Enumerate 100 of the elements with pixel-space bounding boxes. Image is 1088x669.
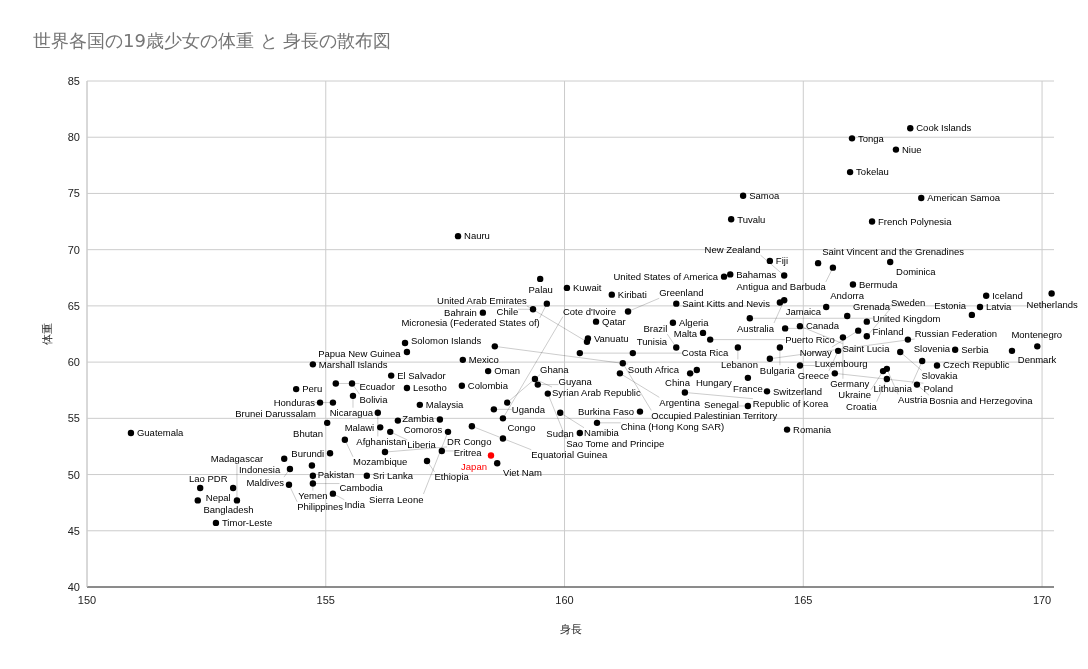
data-label: Russian Federation (914, 327, 998, 339)
data-label: Serbia (961, 343, 990, 355)
data-label: Philippines (297, 501, 344, 513)
data-label: Slovakia (921, 369, 959, 381)
data-label: Hungary (695, 376, 733, 388)
data-label: Mozambique (353, 456, 408, 468)
data-label: Grenada (853, 300, 891, 312)
data-label: Equatorial Guinea (531, 449, 609, 461)
data-label: Costa Rica (681, 347, 729, 359)
data-label: Zambia (402, 413, 435, 425)
data-label: Germany (830, 378, 870, 390)
data-label: Austria (898, 393, 929, 405)
data-label: United States of America (613, 271, 719, 283)
data-label: Brazil (643, 323, 668, 335)
data-label: United Kingdom (872, 312, 941, 324)
data-label: Bahamas (736, 268, 777, 280)
data-label: American Samoa (927, 192, 1001, 204)
data-label: Oman (494, 365, 520, 377)
data-label: Papua New Guinea (318, 348, 402, 360)
data-label: Lebanon (720, 358, 758, 370)
data-label: Cote d'Ivoire (562, 305, 616, 317)
data-label: Colombia (467, 379, 509, 391)
data-label: India (344, 499, 366, 511)
data-label: Tokelau (856, 166, 889, 178)
x-axis-title: 身長 (559, 623, 582, 636)
data-label: Guyana (558, 375, 593, 387)
data-label: Switzerland (773, 385, 823, 397)
data-label: Sweden (891, 296, 926, 308)
data-label: Congo (507, 421, 536, 433)
data-label: Sudan (546, 427, 574, 439)
x-tick-label: 170 (1032, 594, 1052, 606)
data-label: Lithuania (873, 383, 913, 395)
data-label: French Polynesia (878, 215, 953, 227)
data-label: Solomon Islands (410, 335, 482, 347)
x-tick-label: 160 (555, 594, 574, 606)
data-label: Sierra Leone (369, 493, 424, 505)
data-label: Canada (805, 319, 840, 331)
data-label: Namibia (584, 427, 620, 439)
y-tick-label: 60 (67, 356, 80, 369)
data-label: Sri Lanka (372, 469, 414, 481)
data-label: Mexico (468, 354, 499, 366)
data-label: Ethiopia (434, 471, 470, 483)
data-label: Andorra (830, 290, 865, 302)
data-label: Pakistan (317, 469, 355, 481)
data-label: Norway (799, 346, 833, 358)
data-label: Tonga (858, 132, 885, 144)
data-label: Bosnia and Herzegovina (929, 394, 1034, 406)
y-tick-label: 50 (67, 468, 80, 481)
data-label: China (665, 377, 691, 389)
data-label: Qatar (602, 316, 626, 328)
data-label: Madagascar (210, 453, 264, 465)
data-label: China (Hong Kong SAR) (620, 420, 725, 432)
data-label: Denmark (1017, 354, 1057, 366)
data-label: South Africa (627, 363, 680, 375)
data-label: Netherlands (1026, 298, 1078, 310)
data-label: Bangladesh (203, 504, 254, 516)
data-label: Australia (737, 322, 775, 334)
y-tick-label: 70 (67, 243, 80, 256)
data-label: Malaysia (425, 399, 465, 411)
data-label: Peru (302, 383, 323, 395)
data-label: Indonesia (238, 464, 281, 476)
chart-title: 世界各国の19歳少女の体重 と 身長の散布図 (33, 30, 392, 51)
data-label: Brunei Darussalam (235, 407, 317, 419)
data-label: Nepal (205, 492, 231, 504)
y-tick-label: 40 (67, 581, 80, 593)
data-label: France (733, 383, 763, 395)
data-label: Nauru (464, 230, 490, 242)
data-label: Saint Vincent and the Grenadines (822, 246, 965, 258)
data-label: Afghanistan (356, 435, 407, 447)
data-label: Niue (901, 143, 922, 155)
data-label: Saint Kitts and Nevis (682, 297, 771, 309)
data-label: Republic of Korea (752, 398, 830, 410)
data-label: Lesotho (412, 382, 447, 394)
data-label: Malta (673, 327, 698, 339)
data-label: Maldives (246, 476, 285, 488)
x-tick-label: 150 (77, 594, 97, 606)
data-label: New Zealand (704, 244, 761, 256)
data-label: Ghana (540, 363, 570, 375)
data-label: Slovenia (913, 343, 951, 355)
data-label: Ukraine (838, 389, 872, 401)
data-label: Greenland (659, 287, 704, 299)
data-label: Montenegro (1011, 329, 1063, 341)
data-label: Croatia (846, 401, 878, 413)
data-label: Bhutan (293, 428, 324, 440)
x-tick-label: 165 (794, 594, 813, 606)
data-label: Sao Tome and Principe (566, 438, 665, 450)
data-label: Kuwait (572, 282, 602, 294)
data-label: Honduras (273, 396, 316, 408)
y-tick-label: 45 (67, 524, 80, 537)
data-label: Eritrea (453, 446, 483, 458)
y-tick-label: 80 (67, 131, 80, 144)
y-tick-label: 85 (67, 75, 80, 87)
data-label: Japan (461, 460, 487, 472)
data-label: Occupied Palestinian Territory (651, 409, 778, 421)
data-label: Liberia (407, 439, 437, 451)
y-axis-title: 体重 (41, 323, 54, 345)
data-label: Luxembourg (814, 357, 868, 369)
data-label: Tunisia (636, 336, 668, 348)
data-label: Bolivia (359, 393, 389, 405)
data-label: Samoa (749, 189, 780, 201)
